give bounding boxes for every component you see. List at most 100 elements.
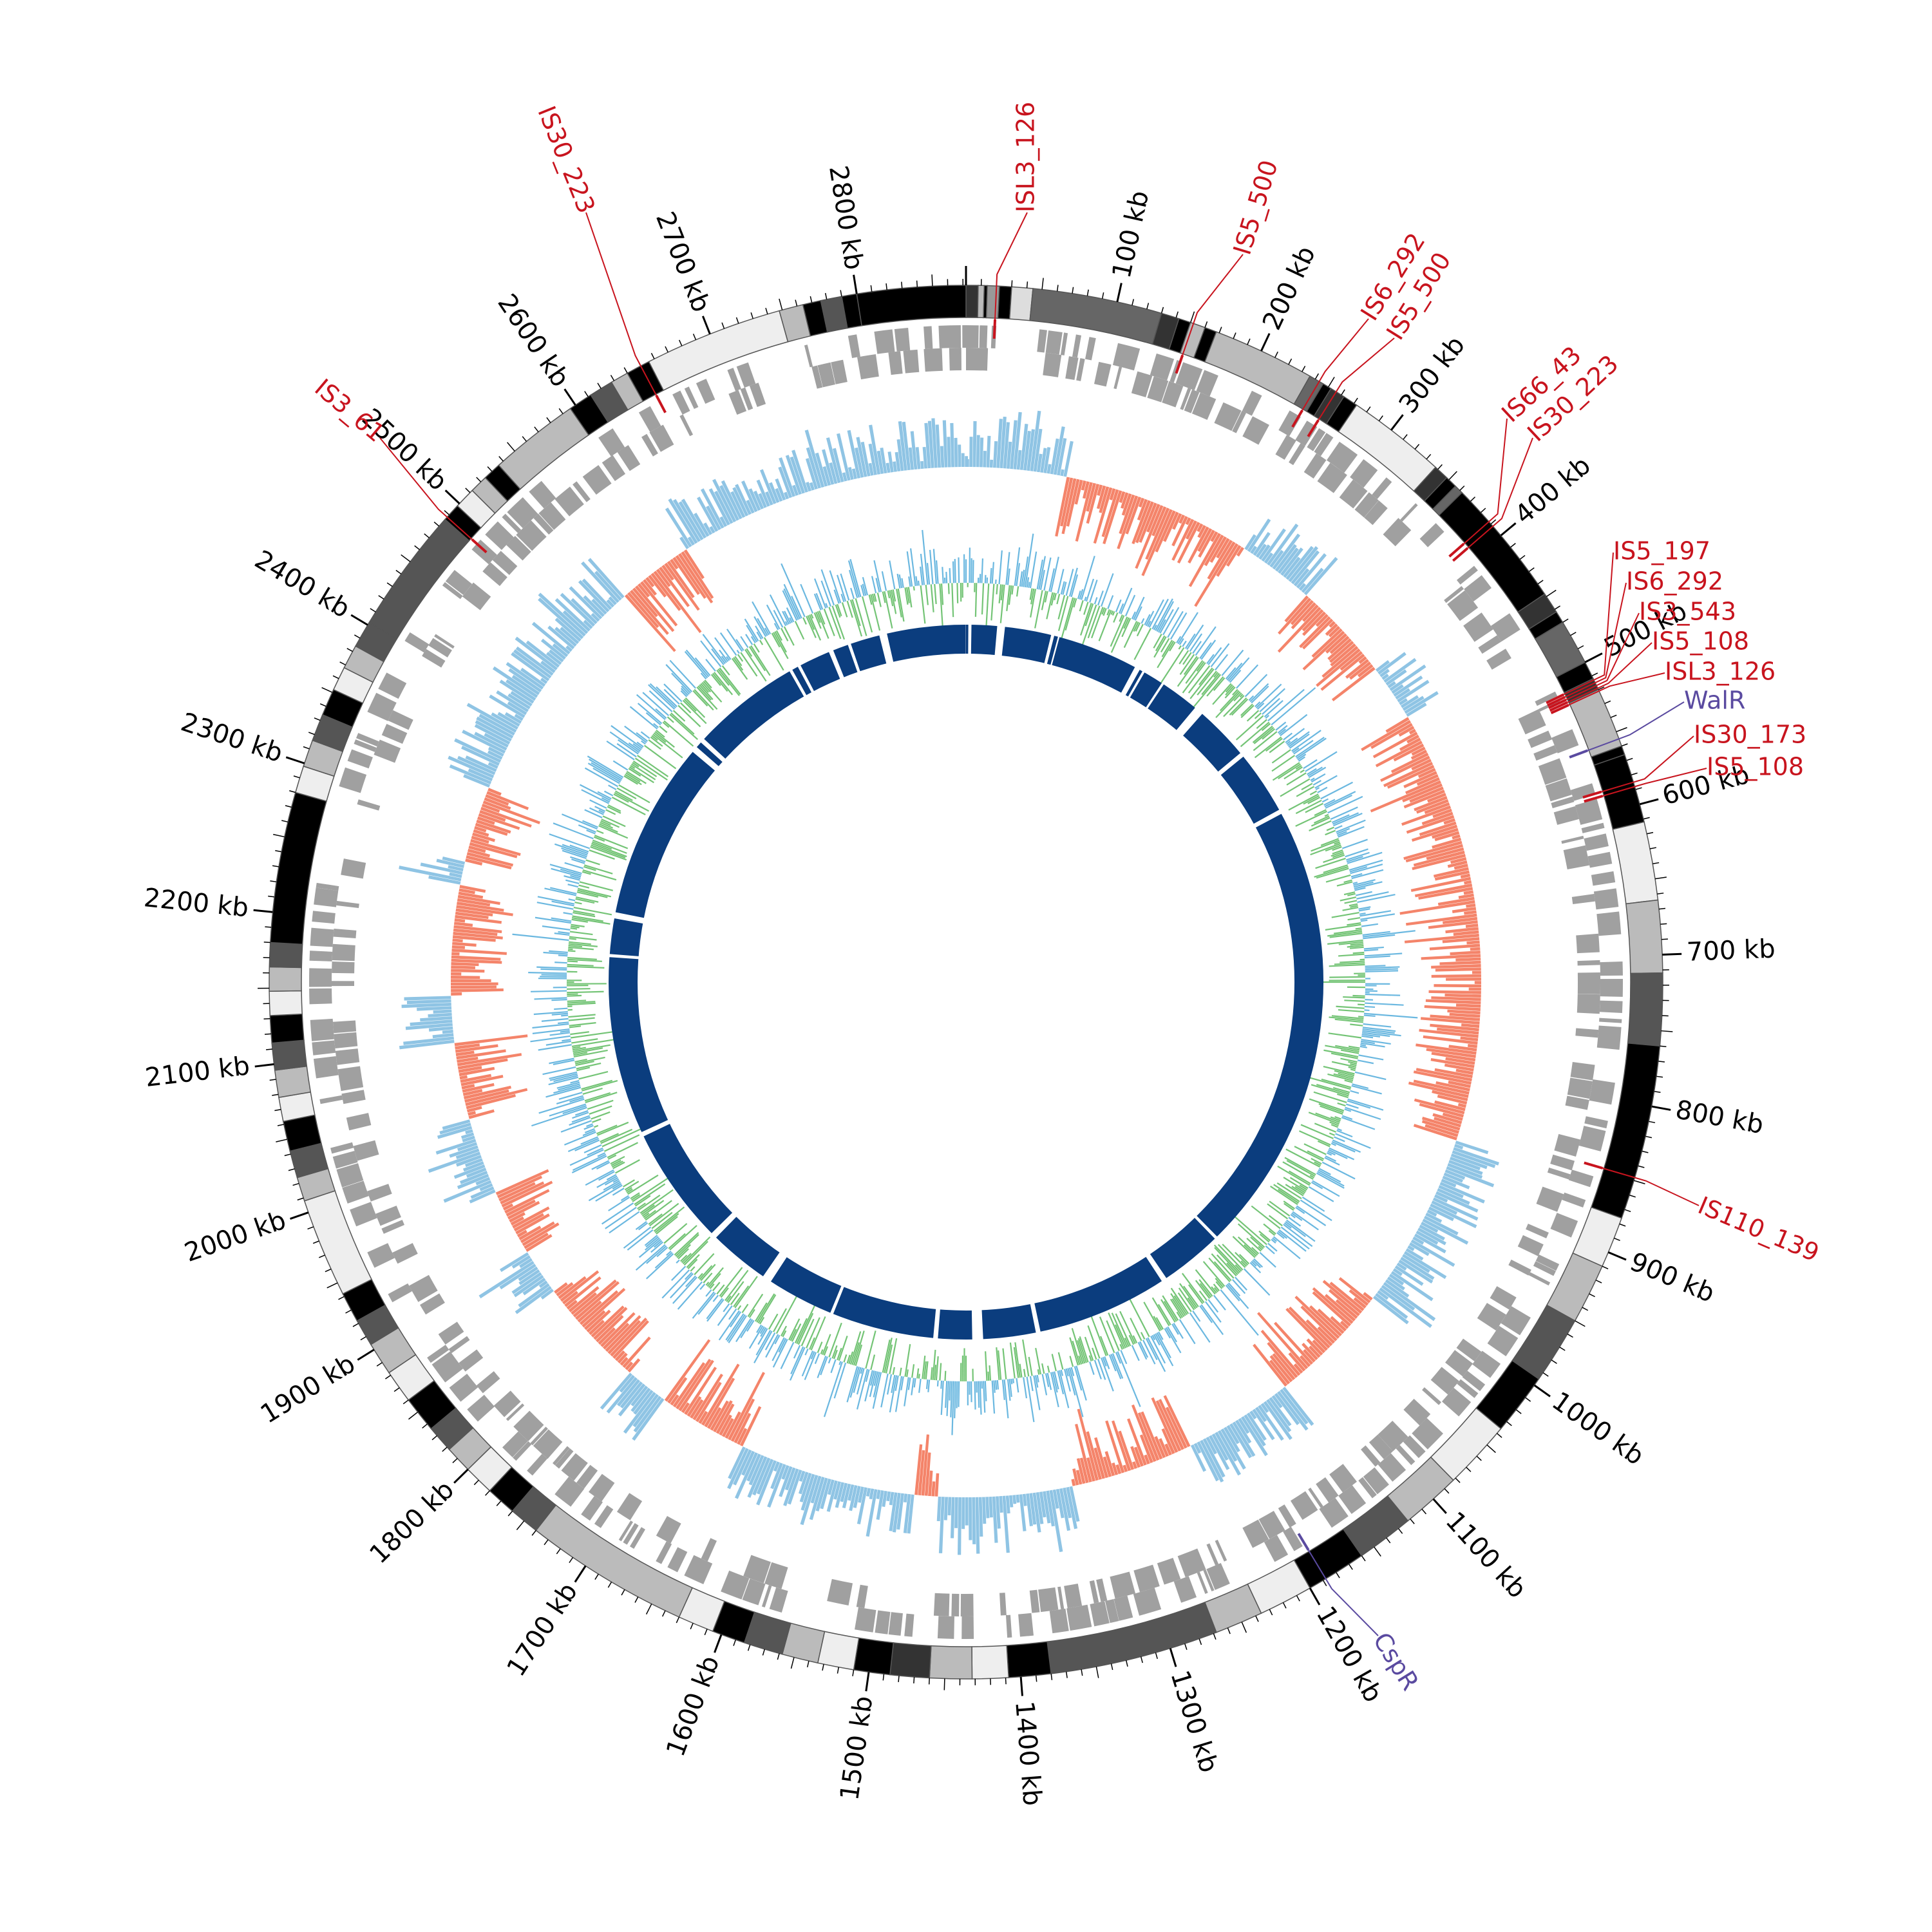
gc-content-spike <box>615 790 633 801</box>
gc-skew-bar-negative <box>934 1473 940 1497</box>
gc-skew-bar-negative <box>513 1213 544 1232</box>
gc-skew-bar-positive <box>632 1397 665 1441</box>
gc-content-spike <box>884 591 893 629</box>
feature-block <box>332 1020 357 1034</box>
gc-content-spike <box>711 648 724 665</box>
gc-content-spike <box>1068 1367 1084 1417</box>
gc-content-spike <box>644 1237 660 1251</box>
gc-skew-bar-negative <box>1163 1395 1191 1448</box>
gc-content-spike <box>733 1285 750 1307</box>
gc-skew-bar-negative <box>452 935 496 942</box>
gc-content-spike <box>923 1361 927 1379</box>
gc-skew-bar-positive <box>1383 658 1417 683</box>
gc-content-spike <box>860 1367 864 1374</box>
feature-block <box>1018 1613 1034 1637</box>
karyotype-segment <box>269 1013 305 1044</box>
gc-skew-bar-positive <box>876 1490 884 1520</box>
minor-tick <box>690 1623 694 1630</box>
gc-content-spike <box>1007 1379 1011 1401</box>
minor-tick <box>1218 327 1222 334</box>
gc-content-spike <box>1328 1149 1348 1159</box>
gc-content-spike <box>1068 567 1078 597</box>
gc-content-spike <box>1110 610 1113 615</box>
feature-block <box>960 1593 974 1617</box>
gc-content-spike <box>1229 697 1247 715</box>
gc-skew-bar-negative <box>640 581 678 627</box>
gc-content-spike <box>1269 1200 1291 1217</box>
gc-skew-bar-negative <box>1290 600 1314 625</box>
gc-skew-bar-positive <box>961 1497 965 1530</box>
gc-content-spike <box>571 918 588 923</box>
karyotype-segment <box>1006 1641 1052 1678</box>
gc-content-spike <box>1199 1305 1213 1323</box>
gc-skew-bar-positive <box>1267 524 1299 566</box>
gc-content-spike <box>1363 1014 1376 1018</box>
gc-skew-bar-negative <box>914 1444 923 1495</box>
feature-block <box>1173 1576 1197 1603</box>
gc-skew-bar-negative <box>695 1381 722 1423</box>
gc-content-spike <box>1349 866 1368 873</box>
gc-skew-bar-positive <box>1026 1493 1033 1526</box>
feature-block <box>502 513 522 533</box>
feature-block <box>855 1607 876 1633</box>
gc-skew-bar-positive <box>1223 1426 1240 1453</box>
feature-block <box>1206 1543 1219 1566</box>
gc-content-spike <box>1328 1032 1362 1039</box>
gc-skew-bar-negative <box>453 925 502 933</box>
gc-content-spike <box>606 1174 617 1180</box>
gc-content-spike <box>1353 878 1376 886</box>
gc-skew-bar-negative <box>1427 793 1446 803</box>
core-genome-ring <box>606 621 1324 1343</box>
gc-content-spike <box>580 1136 598 1145</box>
gc-content-spike <box>1350 1063 1357 1066</box>
gc-content-spike <box>1177 1292 1192 1312</box>
gc-content-spike <box>766 604 781 630</box>
gc-skew-bar-negative <box>1226 545 1242 567</box>
gc-content-spike <box>1215 654 1229 671</box>
gc-content-spike <box>587 1099 614 1110</box>
gc-content-spike <box>1335 1133 1371 1149</box>
minor-tick <box>1559 1347 1566 1351</box>
gc-skew-bar-negative <box>522 1222 560 1247</box>
karyotype-segment <box>889 1642 932 1679</box>
gc-content-spike <box>1320 838 1339 846</box>
gc-content-spike <box>820 580 831 607</box>
gc-skew-bar-negative <box>562 1291 578 1305</box>
gc-content-spike <box>1269 1185 1298 1206</box>
gc-content-spike <box>1225 684 1233 693</box>
feature-block <box>312 1040 336 1056</box>
gc-content-spike <box>1133 596 1145 620</box>
feature-block <box>1526 1224 1549 1238</box>
gc-content-spike <box>607 804 621 812</box>
gc-skew-bar-positive <box>515 646 554 676</box>
minor-tick <box>1302 365 1306 372</box>
gc-skew-bar-positive <box>1252 1408 1275 1441</box>
gc-content-spike <box>686 1254 700 1268</box>
gc-content-spike <box>583 1144 602 1153</box>
feature-block <box>1533 1261 1557 1276</box>
core-ring-gap <box>971 1307 983 1343</box>
gc-content-spike <box>594 835 629 849</box>
gc-skew-bar-positive <box>893 461 898 472</box>
gc-skew-bar-negative <box>600 1312 636 1347</box>
gc-content-spike <box>1173 1295 1188 1316</box>
gc-content-spike <box>721 665 730 676</box>
gc-content-spike <box>1155 1333 1174 1367</box>
gc-content-spike <box>1141 618 1145 624</box>
gc-content-spike <box>1179 638 1184 645</box>
gc-content-spike <box>1362 1028 1395 1034</box>
gc-content-spike <box>659 725 668 734</box>
gc-content-spike <box>1235 1264 1242 1272</box>
gc-content-spike <box>587 762 621 783</box>
gc-skew-bar-positive <box>1397 679 1430 703</box>
gc-skew-bar-negative <box>1075 1423 1092 1482</box>
gc-content-spike <box>1317 1171 1345 1187</box>
gc-content-spike <box>608 784 617 790</box>
gc-content-spike <box>531 1106 587 1127</box>
gc-skew-bar-positive <box>765 491 773 506</box>
gc-skew-bar-negative <box>1293 1363 1303 1374</box>
gc-content-spike <box>1124 1338 1130 1347</box>
gc-content-spike <box>538 1098 585 1114</box>
gc-skew-bar-negative <box>676 1358 712 1410</box>
feature-block <box>1232 411 1247 433</box>
